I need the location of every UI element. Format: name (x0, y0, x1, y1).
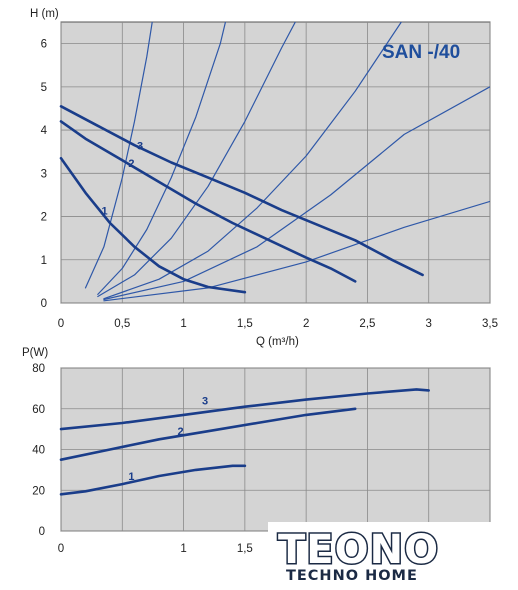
head-y-tick-label: 5 (41, 82, 47, 94)
head-x-tick-label: 2 (303, 318, 309, 330)
system-curve-1 (84, 22, 153, 289)
head-y-tick-label: 0 (41, 298, 47, 310)
system-curve-5 (103, 86, 490, 301)
head-curve-3 (59, 105, 424, 277)
power-y-tick-label: 80 (32, 363, 45, 375)
power-x-tick-label: 1 (180, 543, 186, 555)
power-grid (60, 367, 491, 532)
power-y-tick-label: 60 (32, 404, 45, 416)
head-x-ticks: 0 0,5 1 1,5 2 2,5 3 3,5 (58, 318, 498, 330)
head-curve-2 (59, 120, 357, 283)
head-y-tick-label: 4 (41, 125, 48, 137)
head-x-tick-label: 1 (180, 318, 186, 330)
power-curve-label-3: 3 (202, 396, 208, 408)
head-x-tick-label: 3 (426, 318, 432, 330)
system-curve-3 (97, 22, 297, 298)
chart-title: SAN -/40 (382, 42, 460, 63)
head-plot-area (60, 21, 491, 304)
head-curve-label-2: 2 (128, 158, 134, 170)
system-curve-4 (103, 22, 403, 300)
power-y-tick-label: 20 (32, 485, 45, 497)
head-curve-1 (59, 156, 247, 294)
logo-sub-text: TECHNO HOME (286, 568, 418, 584)
head-x-tick-label: 0 (58, 318, 64, 330)
power-x-ticks: 0 1 1,5 (58, 543, 253, 555)
power-series: 1 2 3 (59, 388, 430, 496)
system-curve-2 (97, 22, 227, 295)
head-y-axis-title: H (m) (30, 8, 59, 20)
power-curve-3 (59, 388, 430, 431)
head-curve-label-1: 1 (101, 205, 107, 217)
head-x-tick-label: 2,5 (359, 318, 375, 330)
head-system-curves (84, 22, 490, 302)
power-y-tick-label: 40 (32, 445, 45, 457)
head-x-tick-label: 3,5 (482, 318, 498, 330)
power-curve-2 (59, 407, 357, 461)
head-x-tick-label: 1,5 (237, 318, 253, 330)
logo-background (268, 522, 518, 590)
teono-logo: TEONO TECHNO HOME (268, 522, 518, 590)
head-x-axis-title: Q (m³/h) (256, 336, 299, 348)
system-curve-6 (103, 200, 490, 302)
power-x-tick-label: 1,5 (237, 543, 253, 555)
power-x-tick-label: 0 (58, 543, 64, 555)
head-y-tick-label: 6 (41, 39, 47, 51)
power-y-axis-title: P(W) (22, 347, 48, 359)
power-curve-label-2: 2 (177, 426, 183, 438)
head-y-tick-label: 3 (41, 168, 47, 180)
head-y-ticks: 0 1 2 3 4 5 6 (41, 39, 48, 310)
head-x-tick-label: 0,5 (114, 318, 130, 330)
power-curve-1 (59, 464, 247, 496)
head-series: 1 23 (59, 105, 424, 294)
head-curve-label-3: 3 (137, 141, 143, 153)
power-curve-label-1: 1 (128, 471, 134, 483)
head-y-tick-label: 1 (41, 255, 47, 267)
head-y-tick-label: 2 (41, 212, 47, 224)
power-y-tick-label: 0 (39, 526, 45, 538)
power-y-ticks: 0 20 40 60 80 (32, 363, 45, 538)
logo-main-text: TEONO (278, 527, 439, 573)
